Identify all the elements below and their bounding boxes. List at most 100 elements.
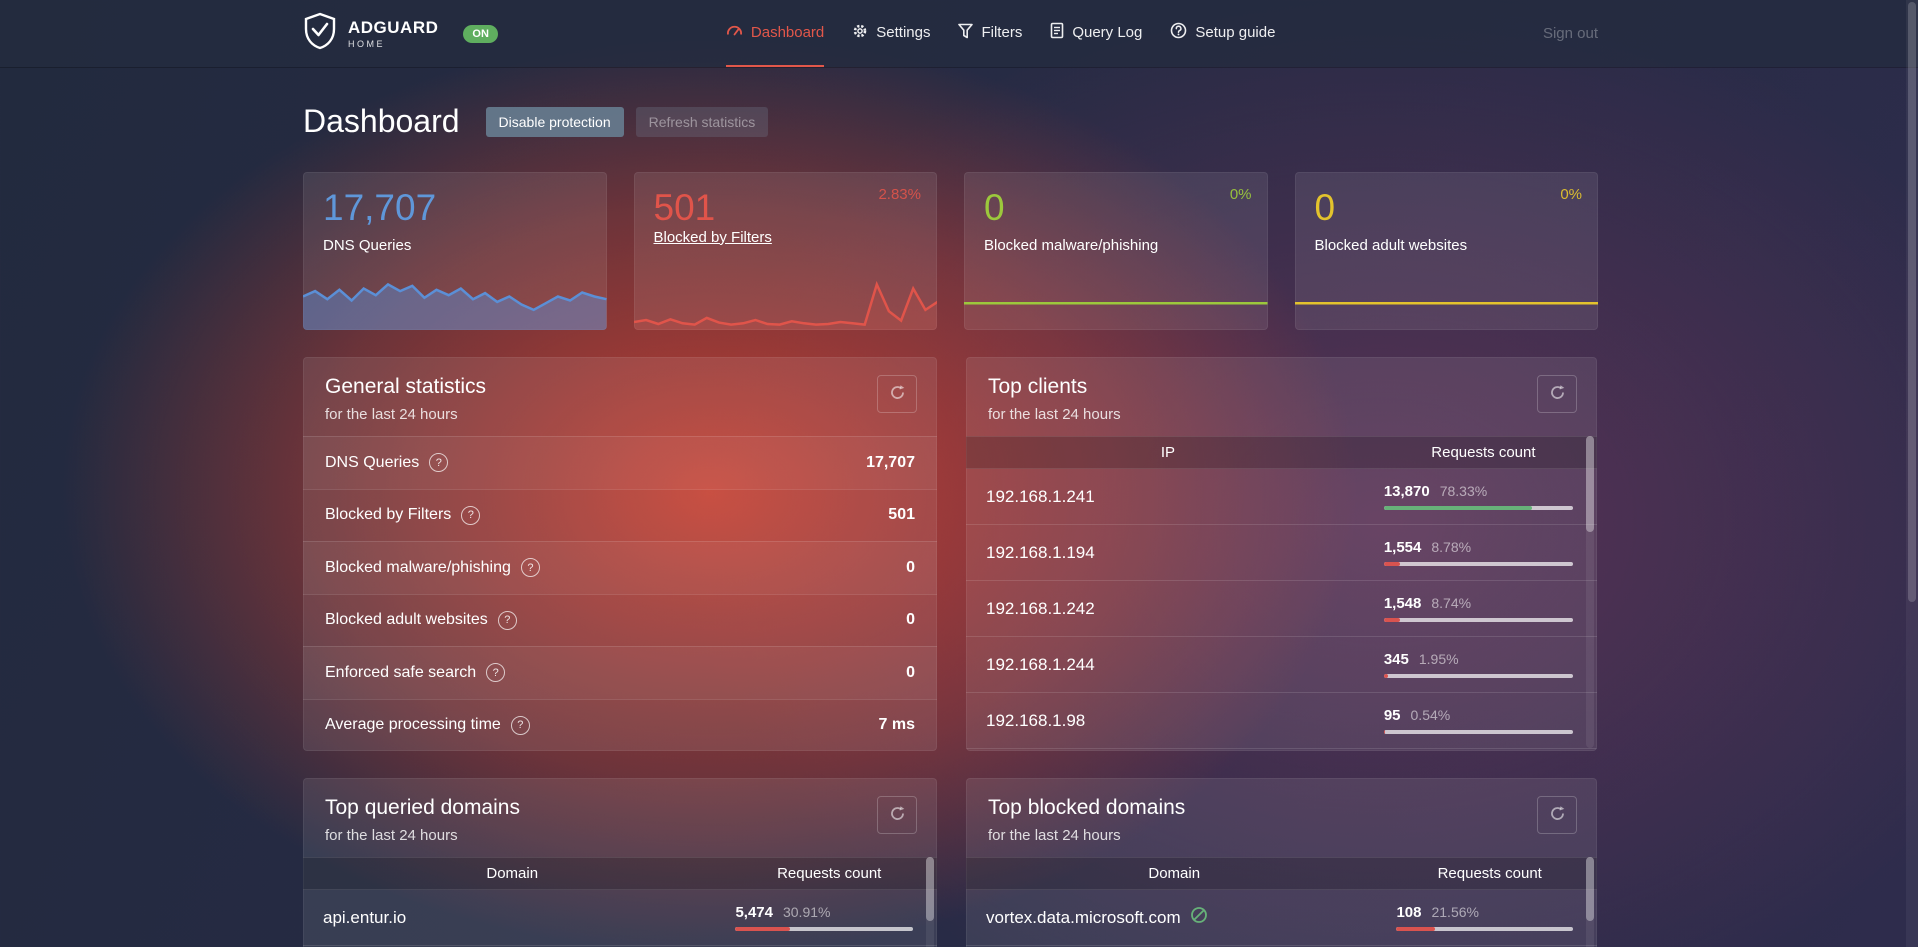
column-header-requests: Requests count [777, 865, 882, 882]
stat-row: DNS Queries? 17,707 [303, 436, 937, 489]
top-queried-domains-panel: Top queried domains for the last 24 hour… [303, 778, 937, 947]
help-icon[interactable]: ? [486, 663, 506, 683]
nav-item-query-log[interactable]: Query Log [1050, 0, 1142, 67]
progress-bar [1383, 730, 1573, 734]
nav-item-settings[interactable]: Settings [852, 0, 930, 67]
progress-bar [735, 927, 913, 931]
requests-percent: 8.78% [1431, 539, 1472, 555]
refresh-panel-button[interactable] [877, 796, 917, 834]
stat-row-label: Blocked by Filters [325, 506, 452, 524]
column-header-ip: IP [1160, 444, 1175, 461]
help-icon[interactable]: ? [461, 505, 481, 525]
panel-title: Top queried domains [325, 796, 520, 819]
progress-bar [1383, 506, 1573, 510]
requests-count: 95 [1383, 707, 1401, 724]
scrollbar-thumb[interactable] [1586, 857, 1594, 921]
nav-label: Setup guide [1195, 24, 1276, 41]
scrollbar-thumb[interactable] [1586, 436, 1594, 532]
app-header: ADGUARD HOME ON Dashboard Settings [0, 0, 1918, 67]
gear-icon [852, 23, 868, 43]
dns-queries-sparkline [303, 282, 607, 330]
help-icon[interactable]: ? [429, 453, 449, 473]
table-row: api.entur.io 5,474 30.91% [303, 890, 937, 946]
nav-item-filters[interactable]: Filters [958, 0, 1022, 67]
top-clients-panel: Top clients for the last 24 hours IP Req… [966, 357, 1597, 751]
page-scrollbar[interactable] [1906, 0, 1918, 947]
blocked-by-filters-link[interactable]: Blocked by Filters [653, 228, 772, 246]
stat-row: Blocked adult websites? 0 [303, 593, 937, 647]
stat-card-blocked-adult: 0% 0 Blocked adult websites [1294, 172, 1598, 330]
help-circle-icon [1170, 22, 1187, 43]
nav-item-setup-guide[interactable]: Setup guide [1170, 0, 1275, 67]
refresh-icon [889, 805, 906, 825]
stat-card-value: 501 [653, 187, 716, 228]
general-statistics-rows: DNS Queries? 17,707 Blocked by Filters? … [303, 436, 937, 751]
requests-percent: 78.33% [1439, 483, 1488, 499]
sign-out-button[interactable]: Sign out [1542, 25, 1598, 42]
client-ip: 192.168.1.194 [986, 542, 1095, 562]
stat-card-blocked-by-filters: 2.83% 501 Blocked by Filters [633, 172, 937, 330]
general-statistics-panel: General statistics for the last 24 hours… [303, 357, 937, 751]
stat-card-percent: 0% [1229, 186, 1252, 203]
nav-label: Query Log [1072, 24, 1143, 41]
requests-count: 5,474 [735, 904, 773, 921]
adguard-logo[interactable]: ADGUARD HOME ON [303, 0, 498, 67]
help-icon[interactable]: ? [520, 558, 540, 578]
domain-name: api.entur.io [323, 907, 407, 927]
refresh-panel-button[interactable] [877, 375, 917, 413]
page-scrollbar-thumb[interactable] [1908, 2, 1916, 602]
scrollbar-track [1586, 857, 1594, 947]
refresh-icon [1549, 384, 1566, 404]
nav-item-dashboard[interactable]: Dashboard [725, 0, 825, 67]
progress-bar [1396, 927, 1573, 931]
panel-scrollbar [1586, 436, 1594, 748]
blocked-adult-sparkline [1294, 301, 1598, 305]
top-blocked-domains-panel: Top blocked domains for the last 24 hour… [966, 778, 1597, 947]
table-header: Domain Requests count [966, 857, 1597, 890]
blocked-by-filters-sparkline [633, 280, 937, 330]
stat-row-label: Average processing time [325, 716, 501, 734]
panel-title: Top blocked domains [988, 796, 1186, 819]
filter-funnel-icon [958, 23, 974, 43]
domain-name: vortex.data.microsoft.com [986, 907, 1181, 927]
disable-protection-button[interactable]: Disable protection [485, 106, 624, 137]
stat-card-dns-queries: 17,707 DNS Queries [303, 172, 607, 330]
panel-scrollbar [926, 857, 934, 947]
refresh-statistics-button[interactable]: Refresh statistics [635, 106, 769, 137]
refresh-panel-button[interactable] [1537, 375, 1577, 413]
stat-row-value: 0 [906, 663, 915, 681]
client-ip: 192.168.1.244 [986, 654, 1095, 674]
help-icon[interactable]: ? [497, 610, 517, 630]
progress-bar [1383, 562, 1573, 566]
table-header: Domain Requests count [303, 857, 937, 890]
table-row: 192.168.1.242 1,548 8.74% [966, 581, 1597, 637]
stat-row-label: DNS Queries [325, 453, 420, 471]
blocked-malware-sparkline [964, 301, 1268, 305]
stat-row-value: 17,707 [866, 453, 915, 471]
stat-row-label: Blocked adult websites [325, 611, 488, 629]
panel-title: General statistics [325, 375, 487, 398]
blocked-circle-slash-icon[interactable] [1190, 906, 1208, 929]
requests-percent: 8.74% [1431, 595, 1472, 611]
stat-row-value: 0 [906, 611, 915, 629]
protection-status-badge: ON [463, 24, 498, 43]
scrollbar-thumb[interactable] [926, 857, 934, 921]
table-row: 192.168.1.241 13,870 78.33% [966, 469, 1597, 525]
logo-title: ADGUARD [348, 17, 439, 37]
nav-label: Dashboard [750, 24, 825, 41]
column-header-domain: Domain [486, 865, 539, 882]
stat-card-label: Blocked malware/phishing [984, 236, 1159, 254]
refresh-icon [1549, 805, 1566, 825]
client-ip: 192.168.1.242 [986, 598, 1095, 618]
table-row: 192.168.1.194 1,554 8.78% [966, 525, 1597, 581]
page-title: Dashboard [303, 103, 460, 139]
panel-title: Top clients [988, 375, 1088, 398]
requests-percent: 1.95% [1418, 651, 1459, 667]
main-nav: Dashboard Settings Filters Query Log [725, 0, 1275, 67]
progress-bar [1383, 618, 1573, 622]
requests-count: 108 [1396, 904, 1422, 921]
table-row: 192.168.1.244 345 1.95% [966, 637, 1597, 693]
panel-subtitle: for the last 24 hours [988, 406, 1121, 423]
help-icon[interactable]: ? [510, 715, 530, 735]
refresh-panel-button[interactable] [1537, 796, 1577, 834]
